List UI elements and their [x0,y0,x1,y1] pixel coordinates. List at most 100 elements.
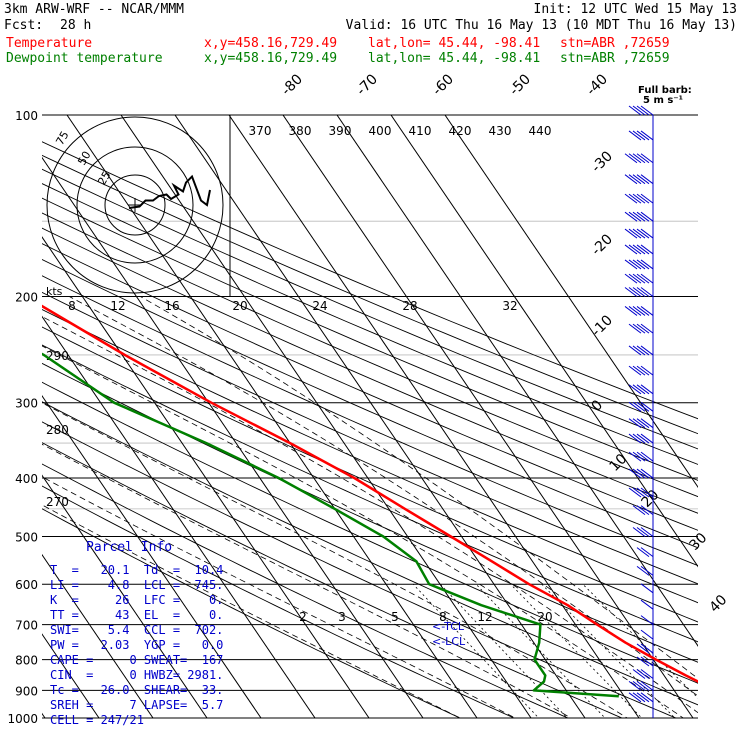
dry-adiabat [42,275,698,567]
wind-barb [628,487,654,498]
theta-label: 400 [369,124,392,138]
isotherm-label: -50 [507,71,534,98]
mixing-ratio-line [440,583,568,718]
wind-barb-flag [636,345,650,356]
theta-label: 380 [289,124,312,138]
dry-adiabat [42,308,698,604]
wind-barb [628,130,654,141]
wind-barb-flag [632,527,646,537]
pressure-label-900: 900 [15,684,38,698]
wind-barb-flag [632,692,646,703]
wind-barb-flag [632,130,646,141]
wind-barb-flag [628,211,642,222]
mixing-ratio-line [413,583,540,718]
isotherm [42,315,316,718]
wind-barb-flag [636,287,650,297]
wind-barb [624,174,654,185]
isotherm [228,115,640,718]
isotherm [42,236,370,718]
wind-barb-flag [632,306,646,316]
side-theta-label: 290 [46,349,69,363]
hodograph-ring-label: 75 [53,129,71,148]
dewpoint-xy: x,y=458.16,729.49 [204,51,338,66]
wind-barb-flag [632,244,646,255]
moist-adiabat [140,296,698,679]
wind-barb-flag [636,433,650,444]
parcel-row-sreh: SREH = 7 LAPSE= 5.7 [50,698,224,712]
wind-barb [624,287,654,297]
wind-barb [624,153,654,164]
wind-barb-flag [628,105,642,116]
wind-barb-flag [632,468,646,479]
wind-barb-flag [628,287,642,297]
parcel-row-tt: TT = 43 EL = 0. [50,608,224,622]
parcel-info-panel: Parcel Info T = 20.1 Td = 10.4 LI = 4.8 … [40,537,230,727]
wind-barb-flag [624,211,638,222]
dry-adiabat [42,212,698,498]
lower-mixing-label: 2 [299,610,307,624]
wind-barb-flag [636,451,650,462]
hodograph-kts-label: kts [46,285,63,298]
dry-adiabat [42,168,698,450]
wind-barb-flag [636,418,650,429]
dry-adiabat [42,401,698,706]
tcl-label: <-TCL [432,620,465,633]
wind-barb-flag [640,547,654,558]
isotherm-label: -10 [589,312,616,339]
dry-adiabat [42,442,624,718]
wind-barb-flag [640,629,654,640]
wind-barb-flag [628,259,642,270]
wind-barb-flag [636,468,650,479]
wind-barb-flag [636,656,650,667]
upper-mixing-label: 12 [110,299,125,313]
wind-barb [628,345,654,356]
wind-barb-flag [632,365,646,376]
isotherm [444,115,698,488]
wind-barb-flag [640,211,654,222]
dry-adiabat [42,344,698,643]
wind-barb-flag [628,130,642,141]
wind-barb-flag [632,105,646,116]
hodograph-ring-label: 25 [95,169,113,188]
wind-barb-flag [640,401,654,412]
wind-barb-flag [628,681,642,691]
wind-barb-flag [624,193,638,204]
hodograph-ring [104,174,166,236]
dewpoint-trace [42,352,619,698]
moist-adiabat [69,296,698,697]
wind-barb-flag [628,692,642,703]
wind-barb [628,365,654,376]
forecast-label: Fcst: [4,18,44,33]
wind-barb-flag [632,287,646,297]
wind-barb-flag [636,193,650,204]
parcel-row-t: T = 20.1 Td = 10.4 [50,563,224,577]
wind-barb-flag [640,273,654,284]
theta-label: 370 [249,124,272,138]
wind-barb-flag [632,669,646,679]
wind-barb [636,565,654,576]
theta-label: 440 [529,124,552,138]
moist-adiabat [42,316,698,714]
mixing-ratio-line [475,583,606,718]
wind-barb-flag [640,228,654,239]
wind-barb-flag [632,153,646,164]
wind-barb-flag [640,174,654,185]
wind-barb-flag [640,193,654,204]
wind-barb-flag [628,244,642,255]
wind-barb-flag [628,228,642,239]
side-theta-label: 270 [46,495,69,509]
hodograph-ring [76,146,194,264]
isotherm-label: 10 [607,451,631,475]
dewpoint-station: stn=ABR ,72659 [560,51,670,66]
wind-barb [624,244,654,255]
wind-barb [640,629,654,640]
wind-barb-flag [628,451,642,462]
wind-barb [636,643,654,654]
wind-barb-flag [632,681,646,691]
theta-label: 410 [409,124,432,138]
wind-barb [632,669,654,679]
theta-label: 430 [489,124,512,138]
wind-barb [628,384,654,395]
isotherm [42,156,424,718]
